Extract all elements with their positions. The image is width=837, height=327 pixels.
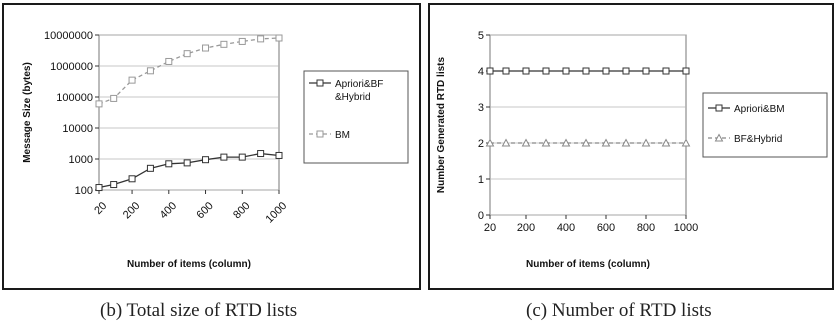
chart-b-x-tick-label: 1000 (264, 200, 290, 226)
caption-c: (c) Number of RTD lists (526, 300, 712, 321)
chart-b-y-tick-label: 10000 (62, 123, 93, 135)
chart-b-data-point (275, 34, 283, 42)
chart-b-data-point (128, 76, 136, 84)
chart-c-data-point (562, 67, 570, 75)
chart-b-data-point (95, 184, 103, 192)
chart-b-legend-marker (316, 79, 324, 87)
chart-b-data-point (238, 37, 246, 45)
chart-c-legend-label: BF&Hybrid (734, 134, 782, 145)
chart-b-data-point (183, 159, 191, 167)
chart-c-y-tick-label: 0 (478, 210, 484, 222)
chart-c-x-axis-title: Number of items (column) (526, 259, 650, 270)
chart-b-x-tick-label: 20 (92, 200, 109, 217)
chart-b-x-axis-title: Number of items (column) (127, 259, 251, 270)
chart-b-data-point (220, 40, 228, 48)
chart-b-legend-label: Apriori&BF (335, 79, 383, 90)
chart-c-data-point (541, 138, 551, 147)
chart-c-data-point (582, 67, 590, 75)
chart-b-x-tick-label: 200 (121, 200, 142, 221)
chart-c-data-point (681, 138, 691, 147)
chart-b-y-tick-label: 100000 (56, 92, 93, 104)
chart-b-data-point (110, 181, 118, 189)
chart-c-x-tick-label: 1000 (674, 222, 698, 234)
chart-c-legend-marker (714, 133, 724, 142)
chart-b-y-tick-label: 100 (75, 185, 93, 197)
chart-c-x-tick-label: 800 (637, 222, 655, 234)
chart-c-data-point (502, 67, 510, 75)
chart-c-data-point (621, 138, 631, 147)
chart-panel-b: 100 1000 10000 100000 1000000 10000000 20 200 40… (2, 3, 421, 290)
chart-c-legend-label: Apriori&BM (734, 104, 785, 115)
caption-b: (b) Total size of RTD lists (100, 300, 298, 321)
chart-b-data-point (183, 50, 191, 58)
chart-b-plot-area (98, 34, 280, 191)
chart-c-y-tick-label: 5 (478, 30, 484, 42)
chart-b-data-point (238, 153, 246, 161)
chart-c-data-point (521, 138, 531, 147)
chart-c-data-point (522, 67, 530, 75)
chart-b-y-tick-label: 10000000 (44, 30, 93, 42)
chart-c-data-point (641, 138, 651, 147)
chart-c-legend (702, 92, 828, 158)
chart-c-data-point (485, 138, 495, 147)
chart-c-y-axis-title: Number Generated RTD lists (436, 56, 447, 193)
chart-c-data-point (602, 67, 610, 75)
chart-b-data-point (220, 153, 228, 161)
chart-c-data-point (601, 138, 611, 147)
chart-b-legend-label: &Hybrid (335, 92, 371, 103)
chart-c-data-point (642, 67, 650, 75)
chart-c-data-point (542, 67, 550, 75)
chart-c-legend-marker (715, 104, 723, 112)
chart-c-y-tick-label: 4 (478, 66, 484, 78)
chart-c-data-point (682, 67, 690, 75)
chart-b-data-point (95, 100, 103, 108)
chart-b-data-point (257, 35, 265, 43)
chart-b-x-tick-label: 800 (231, 200, 252, 221)
chart-b-legend-label: BM (335, 130, 350, 141)
chart-b-data-point (146, 67, 154, 75)
chart-b-x-tick-label: 400 (158, 200, 179, 221)
chart-b-data-point (202, 156, 210, 164)
chart-b-x-tick-label: 600 (194, 200, 215, 221)
chart-c-data-point (622, 67, 630, 75)
chart-c-y-tick-label: 1 (478, 174, 484, 186)
chart-c-plot-area (489, 34, 687, 216)
chart-c-data-point (662, 67, 670, 75)
chart-c-y-tick-label: 2 (478, 138, 484, 150)
chart-panel-c: 0 1 2 3 4 5 20 200 400 600 800 1000 Number of items … (428, 3, 834, 290)
chart-b-data-point (257, 150, 265, 158)
chart-b-legend-marker (316, 130, 324, 138)
chart-c-data-point (501, 138, 511, 147)
chart-b-svg: 100 1000 10000 100000 1000000 10000000 20 200 40… (22, 30, 409, 270)
chart-b-legend (303, 70, 409, 164)
chart-c-x-tick-label: 200 (517, 222, 535, 234)
chart-c-x-tick-label: 600 (597, 222, 615, 234)
chart-b-y-axis-title: Message Size (bytes) (22, 62, 33, 163)
chart-b-data-point (128, 175, 136, 183)
chart-c-data-point (581, 138, 591, 147)
chart-c-y-tick-label: 3 (478, 102, 484, 114)
chart-c-svg: 0 1 2 3 4 5 20 200 400 600 800 1000 Number of items … (436, 30, 828, 270)
chart-c-data-point (486, 67, 494, 75)
chart-c-data-point (661, 138, 671, 147)
chart-c-data-point (561, 138, 571, 147)
chart-b-data-point (165, 57, 173, 65)
chart-b-data-point (110, 94, 118, 102)
chart-b-data-point (165, 160, 173, 168)
chart-c-x-tick-label: 20 (484, 222, 496, 234)
chart-b-data-point (275, 151, 283, 159)
chart-b-y-tick-label: 1000 (69, 154, 93, 166)
chart-b-y-tick-label: 1000000 (50, 61, 93, 73)
chart-c-x-tick-label: 400 (557, 222, 575, 234)
chart-b-data-point (146, 164, 154, 172)
chart-b-data-point (202, 44, 210, 52)
